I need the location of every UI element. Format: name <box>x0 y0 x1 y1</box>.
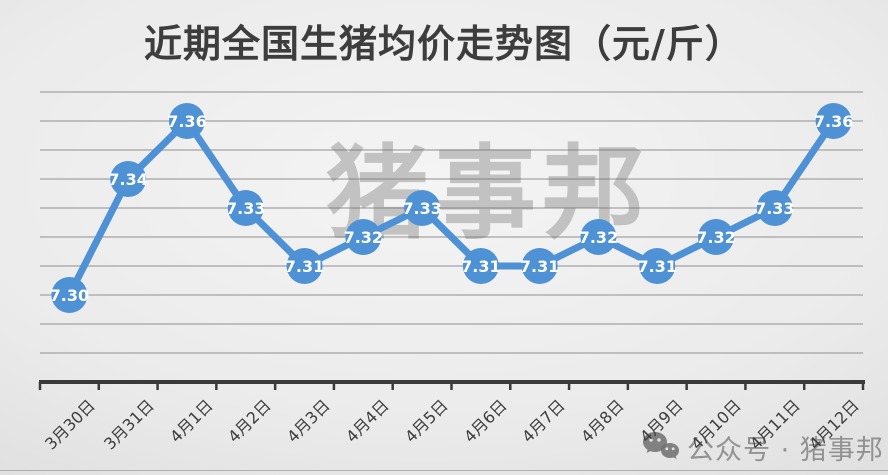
x-axis-label-text: 4月11日 <box>746 395 805 454</box>
chart-title: 近期全国生猪均价走势图（元/斤） <box>144 21 744 66</box>
x-axis-label-text: 4月7日 <box>518 395 569 447</box>
slide-bottom-edge <box>0 470 888 471</box>
data-point <box>521 248 558 284</box>
data-point-label: 7.30 <box>50 286 89 305</box>
x-axis-label-text: 4月4日 <box>342 395 393 447</box>
data-point-label: 7.31 <box>638 257 677 276</box>
data-point <box>110 161 147 197</box>
data-point <box>756 190 793 226</box>
data-point-label: 7.32 <box>579 228 618 247</box>
corner-watermark-text: 公众号 · 猪事邦 <box>687 435 884 466</box>
data-point-label: 7.36 <box>167 112 206 131</box>
data-point <box>462 248 499 284</box>
data-point-label: 7.31 <box>285 257 324 276</box>
x-axis-label-text: 3月31日 <box>99 395 158 454</box>
wechat-icon <box>643 431 679 459</box>
data-point-label: 7.31 <box>520 257 559 276</box>
x-axis-label-text: 4月10日 <box>687 395 746 454</box>
data-point-label: 7.33 <box>755 199 794 218</box>
data-point-label: 7.31 <box>461 257 500 276</box>
data-point-label: 7.32 <box>344 228 383 247</box>
data-point <box>286 248 323 284</box>
x-axis-label-text: 4月8日 <box>577 395 628 447</box>
data-point <box>168 103 205 139</box>
data-point-label: 7.33 <box>402 199 441 218</box>
x-axis-label-text: 4月6日 <box>459 395 511 447</box>
data-point <box>51 277 88 313</box>
data-point <box>580 219 617 255</box>
x-axis-label-text: 4月9日 <box>636 395 687 447</box>
x-axis-label-text: 4月5日 <box>400 395 452 447</box>
data-point <box>345 219 382 255</box>
corner-watermark: 公众号 · 猪事邦 <box>641 428 884 467</box>
data-point <box>815 103 852 139</box>
data-point <box>227 190 264 226</box>
data-point <box>404 190 441 226</box>
x-axis-label-text: 4月12日 <box>805 395 863 454</box>
data-point-label: 7.36 <box>814 112 853 131</box>
x-axis-label-text: 4月2日 <box>224 395 276 447</box>
data-point-label: 7.34 <box>108 170 147 189</box>
data-point-label: 7.32 <box>696 228 735 247</box>
data-point <box>639 248 676 284</box>
data-point <box>698 219 735 255</box>
x-axis-label-text: 3月30日 <box>40 395 99 454</box>
data-point-label: 7.33 <box>226 199 265 218</box>
x-axis-label-text: 4月3日 <box>283 395 334 447</box>
x-axis-label-text: 4月1日 <box>165 395 217 447</box>
